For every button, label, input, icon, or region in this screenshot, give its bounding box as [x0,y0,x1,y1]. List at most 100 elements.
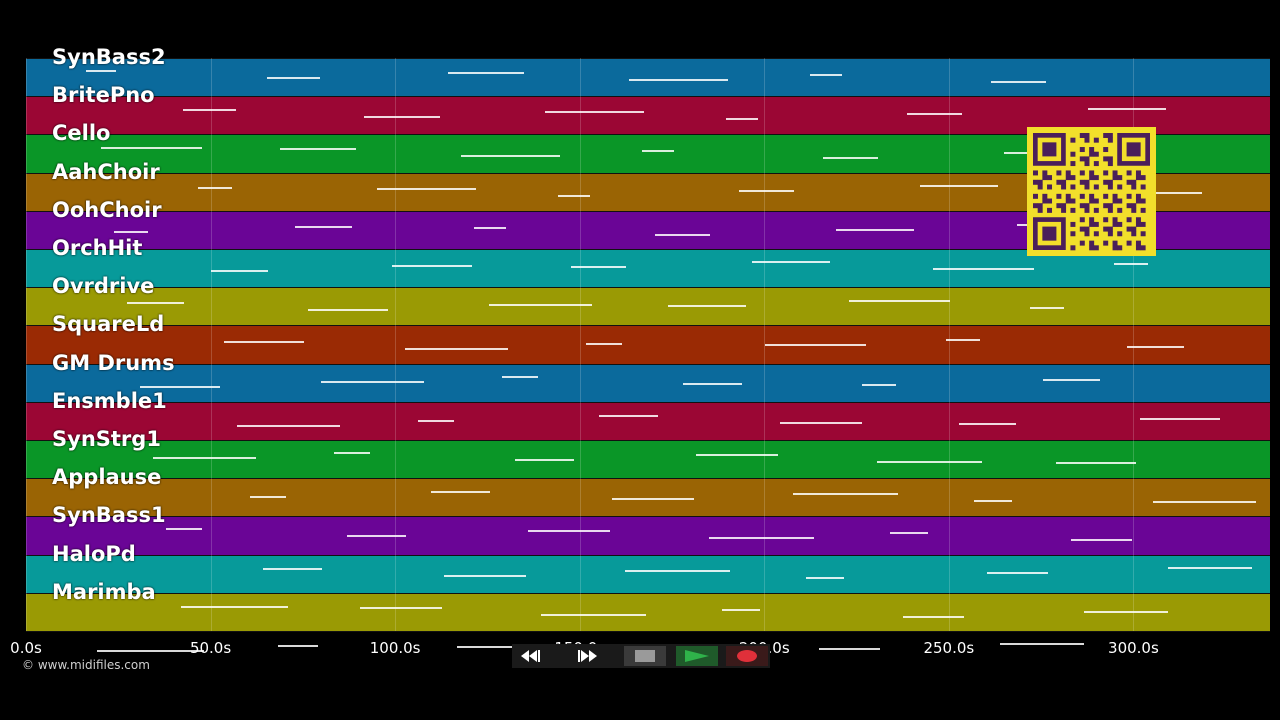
track-lane [26,516,1270,555]
note-mark [308,309,388,312]
note-mark [1140,417,1220,420]
track-label: SquareLd [52,312,165,337]
note-mark [974,500,1012,503]
track-label: Ensmble1 [52,388,167,413]
note-mark [806,576,844,579]
note-mark [1030,307,1064,310]
time-gridline [210,58,212,631]
fast-forward-icon [578,650,597,662]
stop-icon [635,650,655,662]
note-mark [280,148,356,151]
time-tick-label: 0.0s [10,639,42,657]
track-label: Marimba [52,579,156,604]
track-lane [26,401,1270,440]
note-mark [528,530,610,533]
note-mark [683,382,742,385]
credit-text: © www.midifiles.com [22,658,150,672]
note-mark [1084,610,1168,613]
note-mark [461,155,560,158]
track-lane [26,325,1270,364]
record-icon [737,650,757,662]
note-mark [823,157,878,160]
note-mark [558,194,590,197]
note-mark [946,339,980,342]
note-mark [127,302,184,305]
track-lane [26,631,1270,632]
note-mark [599,414,658,417]
note-mark [819,648,880,650]
note-mark [418,419,454,422]
note-mark [360,606,442,609]
note-mark [515,459,574,461]
note-mark [545,111,644,114]
play-button[interactable] [676,646,718,666]
note-mark [836,228,914,231]
track-label: SynBass1 [52,503,166,528]
note-mark [502,375,538,378]
note-mark [655,233,710,236]
note-mark [810,74,842,76]
note-mark [709,537,814,540]
note-mark [642,150,674,153]
note-mark [347,535,406,538]
note-mark [1088,108,1166,111]
track-label: HaloPd [52,541,136,566]
rewind-button[interactable] [514,646,556,666]
track-lane [26,58,1270,97]
note-mark [959,422,1016,425]
note-mark [474,226,506,229]
note-mark [726,118,758,121]
track-label: OohChoir [52,197,162,222]
note-mark [668,305,746,308]
note-mark [625,569,730,572]
note-mark [1127,346,1184,349]
qr-pattern [1033,133,1150,251]
note-mark [1000,643,1084,645]
note-mark [140,385,220,388]
track-label: GM Drums [52,350,175,375]
time-gridline [948,58,950,631]
note-mark [849,300,950,303]
note-mark [793,493,898,496]
note-mark [97,650,204,652]
track-label: Cello [52,121,111,146]
note-mark [377,187,476,190]
note-mark [183,109,236,112]
note-mark [431,491,490,494]
note-mark [224,341,304,344]
qr-code [1027,127,1156,256]
note-mark [334,452,370,454]
note-mark [1071,539,1132,542]
note-mark [181,605,288,608]
note-mark [263,567,322,570]
track-label: Ovrdrive [52,274,155,299]
note-mark [696,454,778,456]
note-mark [612,498,694,501]
time-tick-label: 300.0s [1108,639,1159,657]
note-mark [198,186,232,189]
track-lane [26,440,1270,479]
track-label: AahChoir [52,159,160,184]
note-mark [1114,263,1148,265]
stop-button[interactable] [624,646,666,666]
note-mark [321,380,424,383]
time-tick-label: 50.0s [189,639,232,657]
note-mark [267,77,320,79]
note-mark [153,457,256,459]
note-mark [392,265,472,267]
time-tick-label: 100.0s [369,639,421,657]
note-mark [890,532,928,535]
track-lane [26,96,1270,135]
note-mark [541,613,646,616]
note-mark [877,461,982,463]
record-button[interactable] [726,646,768,666]
note-mark [722,608,760,611]
rewind-icon [521,650,540,662]
note-mark [101,147,202,150]
note-mark [920,184,998,187]
fast-forward-button[interactable] [570,646,612,666]
note-mark [444,574,526,577]
time-gridline [764,58,766,631]
track-lane [26,592,1270,631]
